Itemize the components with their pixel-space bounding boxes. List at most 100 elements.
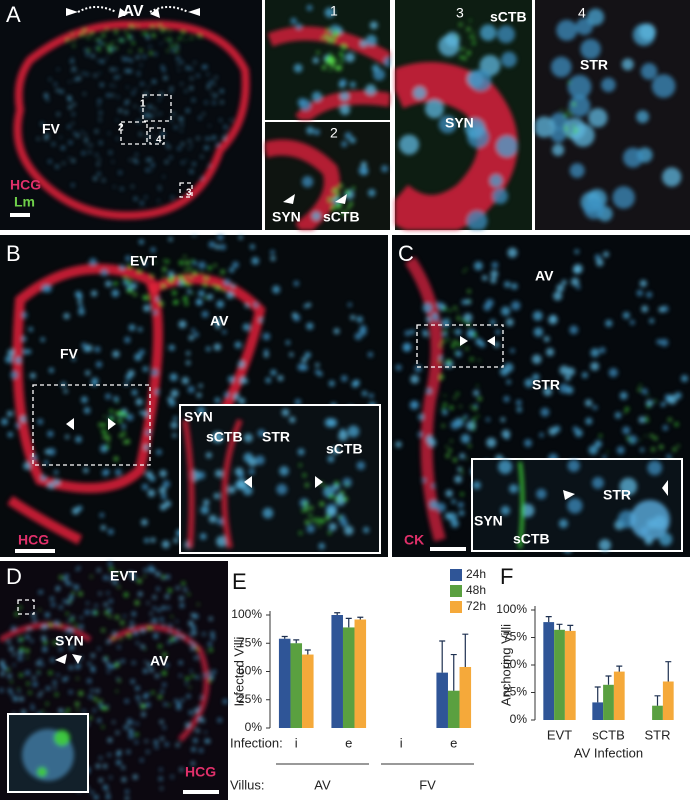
cell (194, 656, 198, 660)
cell (192, 643, 196, 647)
cell (137, 327, 143, 332)
error-bar (654, 695, 661, 706)
cell (624, 411, 627, 414)
cell (306, 524, 315, 533)
cell (58, 708, 64, 714)
cell (138, 700, 141, 704)
cell (168, 37, 172, 42)
cell (72, 102, 76, 106)
cell (114, 469, 122, 476)
cell (144, 537, 150, 544)
cell (31, 454, 38, 461)
cell (68, 105, 72, 110)
membrane (13, 20, 250, 220)
texture (398, 24, 518, 230)
cell (131, 91, 135, 95)
cell (438, 115, 457, 134)
cell (121, 659, 125, 663)
cell (232, 261, 239, 269)
cell (100, 59, 105, 64)
cell (532, 373, 540, 381)
cell (59, 575, 63, 580)
cell (453, 340, 457, 344)
cell (100, 269, 108, 277)
cell (59, 136, 62, 139)
cell (71, 159, 75, 163)
cell (27, 627, 31, 631)
cell (178, 69, 180, 71)
cell (472, 31, 475, 34)
legend-label: 48h (466, 583, 486, 597)
cell (28, 691, 32, 695)
cell (97, 104, 100, 107)
cell (637, 388, 641, 392)
cell (116, 137, 119, 140)
cell (358, 165, 369, 176)
cell (84, 48, 88, 52)
cell (146, 158, 150, 162)
cell (133, 105, 137, 108)
cell (91, 54, 95, 58)
cell (575, 127, 579, 132)
cell (130, 282, 138, 290)
cell (142, 114, 147, 118)
cell (70, 583, 74, 586)
cell (135, 695, 140, 700)
cell (17, 687, 20, 690)
cell (101, 33, 106, 38)
cell (262, 332, 271, 341)
cell (426, 388, 432, 394)
cell (96, 46, 101, 50)
cell (453, 306, 457, 310)
cell (367, 188, 376, 197)
x-tick-label: e (450, 735, 457, 750)
cell (48, 78, 52, 81)
cell (327, 197, 333, 203)
cell (559, 365, 569, 376)
cell (295, 23, 303, 30)
cell (68, 157, 71, 159)
cell (10, 371, 18, 379)
cell (540, 407, 550, 417)
cell (82, 709, 86, 713)
cell (146, 35, 150, 39)
cell (152, 34, 156, 38)
cell (115, 281, 119, 285)
cell (210, 80, 214, 83)
cell (192, 630, 197, 636)
cell (298, 531, 303, 535)
cell (680, 374, 689, 383)
cell (17, 656, 23, 661)
cell (651, 74, 676, 98)
cell (149, 158, 153, 161)
cell (335, 196, 339, 199)
cell (37, 767, 47, 777)
cell (134, 732, 139, 737)
cell (160, 42, 162, 45)
cell (204, 101, 208, 104)
cell (129, 625, 134, 629)
cell (71, 57, 74, 59)
cell (197, 34, 201, 38)
cell (253, 302, 259, 308)
cell (503, 395, 510, 403)
cell (48, 367, 54, 373)
cell (106, 57, 108, 59)
cell (329, 69, 332, 72)
cell (220, 100, 224, 104)
cell (290, 17, 297, 25)
cell (143, 694, 148, 699)
cell (107, 753, 111, 757)
cell (328, 418, 338, 428)
cell (61, 146, 65, 150)
cell (200, 718, 205, 723)
cell (147, 662, 152, 667)
cell (574, 249, 580, 254)
cell (149, 612, 153, 616)
error-bar (281, 635, 288, 639)
cell (188, 686, 191, 689)
cell (120, 620, 125, 625)
cell (208, 241, 216, 248)
cell (50, 657, 55, 663)
cell (211, 284, 215, 288)
